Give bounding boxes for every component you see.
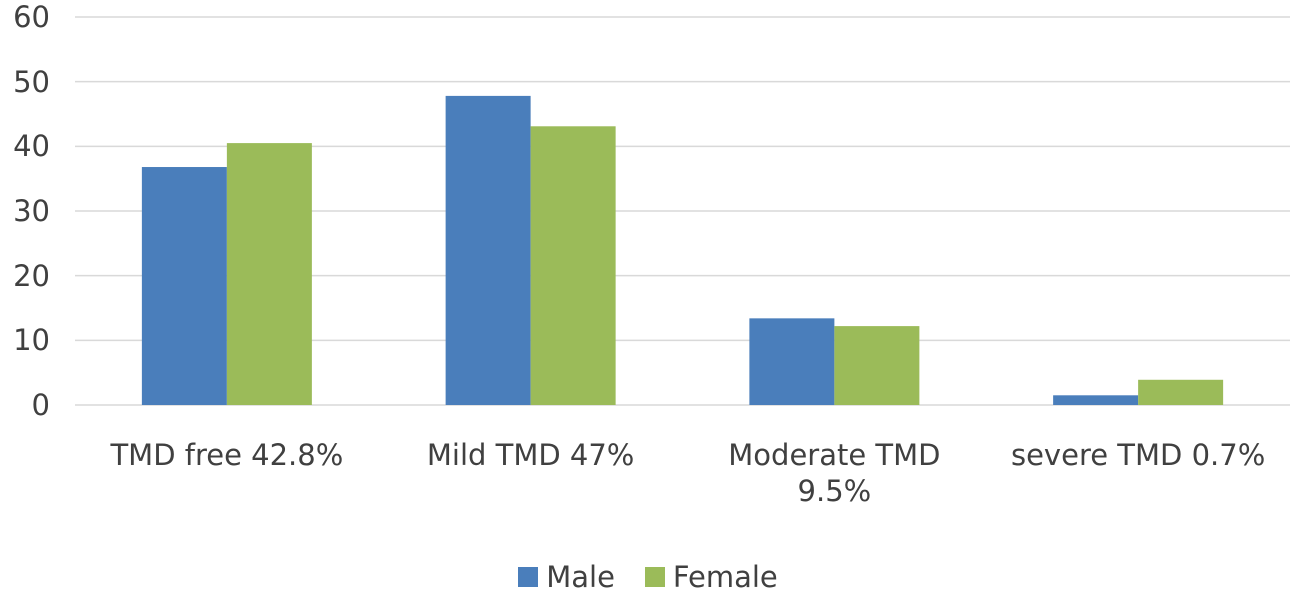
bar bbox=[445, 95, 531, 405]
legend-swatch bbox=[518, 567, 539, 587]
legend-label: Male bbox=[546, 560, 615, 594]
y-tick-label: 20 bbox=[13, 258, 50, 293]
y-tick-label: 30 bbox=[13, 194, 50, 228]
bar bbox=[226, 143, 312, 405]
bar bbox=[749, 318, 835, 405]
legend-item: Male bbox=[518, 560, 615, 594]
y-tick-label: 40 bbox=[13, 129, 50, 164]
y-tick-label: 50 bbox=[13, 64, 50, 99]
x-tick-label: Mild TMD 47% bbox=[426, 438, 635, 472]
x-tick-label: TMD free 42.8% bbox=[110, 438, 344, 472]
x-tick-label: severe TMD 0.7% bbox=[1010, 438, 1266, 472]
legend: Male Female bbox=[0, 560, 1296, 594]
y-tick-label: 60 bbox=[13, 0, 50, 34]
y-tick-label: 10 bbox=[13, 323, 50, 358]
x-tick-label: Moderate TMD 9.5% bbox=[728, 438, 941, 508]
bar bbox=[1138, 379, 1224, 405]
legend-item: Female bbox=[644, 560, 778, 594]
legend-swatch bbox=[644, 567, 665, 587]
bar bbox=[1053, 395, 1139, 405]
bar bbox=[141, 167, 227, 405]
legend-label: Female bbox=[672, 560, 778, 594]
bar bbox=[530, 126, 616, 405]
bar bbox=[834, 326, 920, 405]
y-tick-label: 0 bbox=[31, 388, 50, 422]
